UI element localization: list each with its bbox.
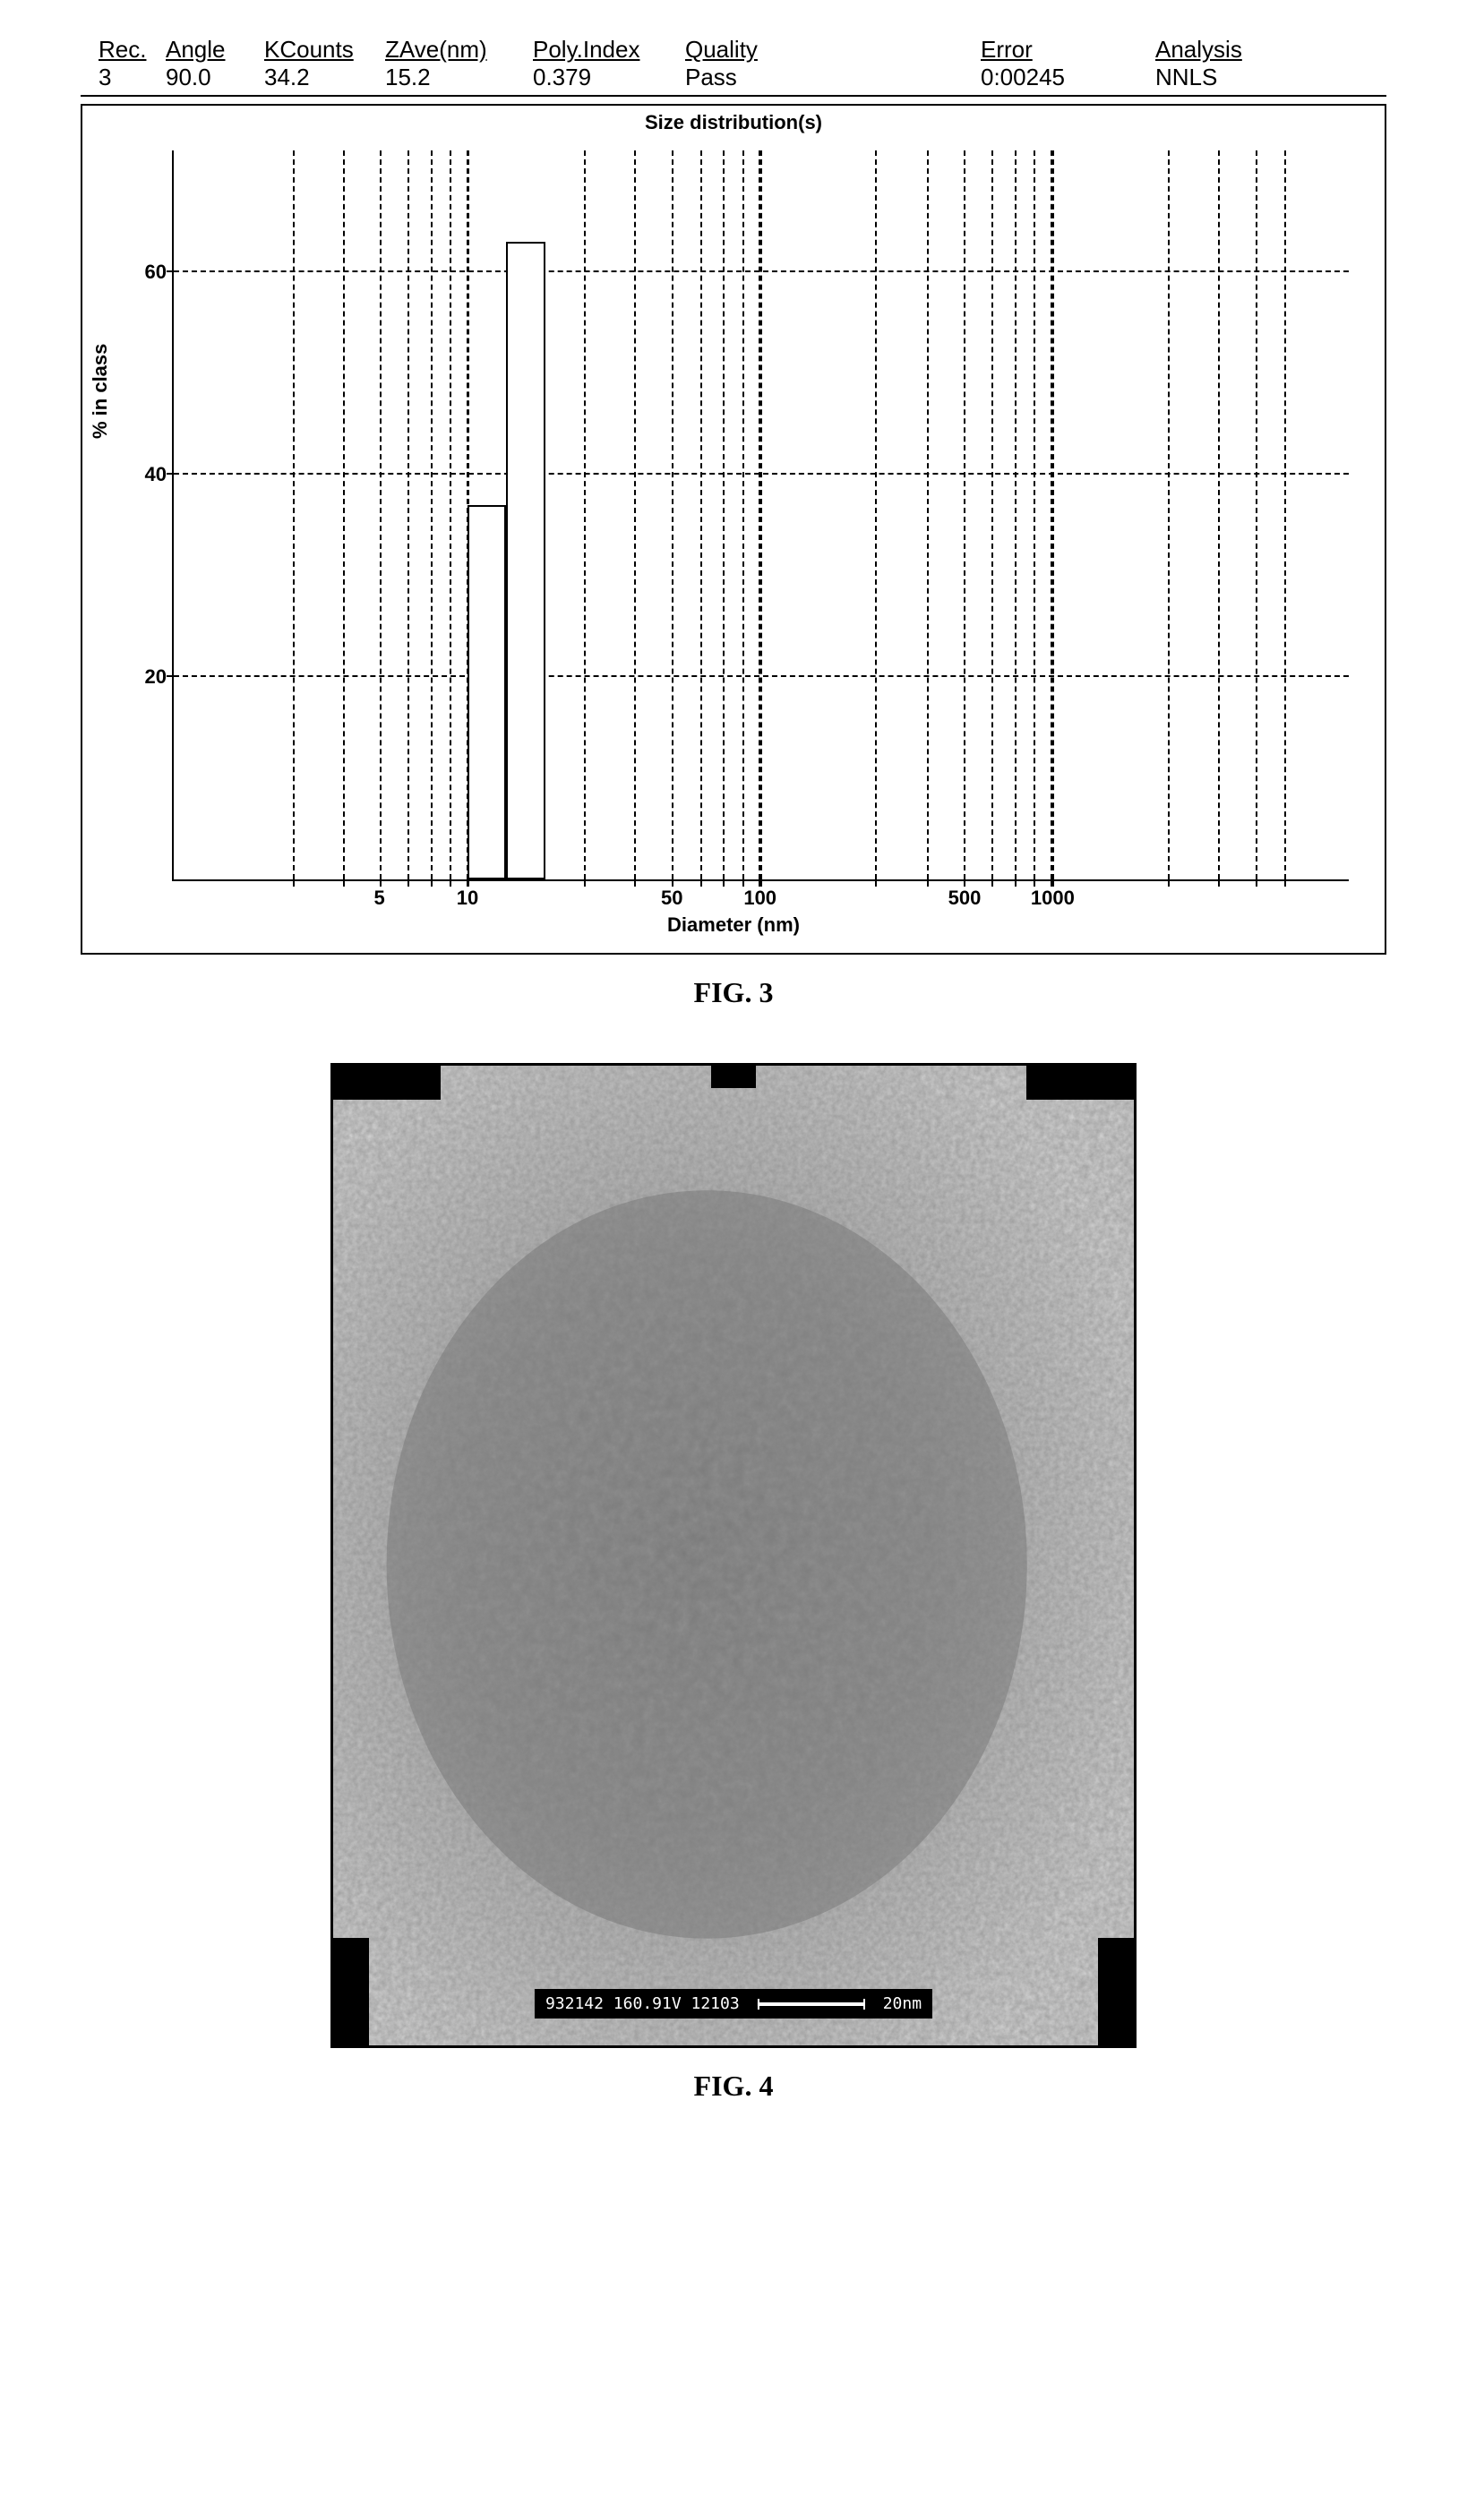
y-tick-label: 60 xyxy=(145,261,174,284)
x-tick-label: 100 xyxy=(743,879,776,910)
grid-line xyxy=(672,150,673,879)
tick-mark xyxy=(875,879,877,887)
x-tick-label: 500 xyxy=(948,879,982,910)
grid-line xyxy=(634,150,636,879)
header-value: Pass xyxy=(685,64,981,91)
header-value: 15.2 xyxy=(385,64,533,91)
header-col: QualityPass xyxy=(685,36,981,91)
tick-mark xyxy=(293,879,295,887)
bar xyxy=(468,505,506,879)
scale-bar-text: 932142 160.91V 12103 xyxy=(545,1994,740,2013)
tick-mark xyxy=(723,879,725,887)
tick-mark xyxy=(634,879,636,887)
corner-mark xyxy=(711,1066,756,1088)
header-value: 90.0 xyxy=(166,64,264,91)
header-value: 0.379 xyxy=(533,64,685,91)
grid-line xyxy=(991,150,993,879)
grid-line xyxy=(1034,150,1035,879)
grid-line xyxy=(293,150,295,879)
header-col: ZAve(nm)15.2 xyxy=(385,36,533,91)
grid-line xyxy=(431,150,433,879)
x-tick-label: 5 xyxy=(373,879,384,910)
grid-line xyxy=(723,150,725,879)
header-value: 34.2 xyxy=(264,64,385,91)
corner-mark xyxy=(1098,1938,1134,2045)
grid-line xyxy=(343,150,345,879)
header-label: Rec. xyxy=(99,36,166,64)
header-col: Rec.3 xyxy=(99,36,166,91)
tick-mark xyxy=(991,879,993,887)
chart-title: Size distribution(s) xyxy=(645,111,822,134)
grid-line xyxy=(700,150,702,879)
grid-line xyxy=(1168,150,1170,879)
header-label: Angle xyxy=(166,36,264,64)
tick-mark xyxy=(1168,879,1170,887)
header-label: Error xyxy=(981,36,1155,64)
grid-line xyxy=(964,150,965,879)
tick-mark xyxy=(700,879,702,887)
header-col: Poly.Index0.379 xyxy=(533,36,685,91)
header-col: Angle90.0 xyxy=(166,36,264,91)
corner-mark xyxy=(1026,1066,1134,1100)
tick-mark xyxy=(167,270,174,272)
x-tick-label: 1000 xyxy=(1031,879,1075,910)
header-label: KCounts xyxy=(264,36,385,64)
tick-mark xyxy=(408,879,409,887)
tick-mark xyxy=(1256,879,1257,887)
grid-line xyxy=(1052,150,1054,879)
y-axis-label: % in class xyxy=(89,344,112,439)
grid-line xyxy=(584,150,586,879)
x-axis-label: Diameter (nm) xyxy=(667,913,800,937)
header-col: Error0:00245 xyxy=(981,36,1155,91)
tick-mark xyxy=(927,879,929,887)
data-header-row: Rec.3Angle90.0KCounts34.2ZAve(nm)15.2Pol… xyxy=(81,36,1386,97)
header-label: Quality xyxy=(685,36,981,64)
grid-line xyxy=(380,150,382,879)
figure-3: Rec.3Angle90.0KCounts34.2ZAve(nm)15.2Pol… xyxy=(81,36,1386,1009)
y-tick-label: 40 xyxy=(145,463,174,486)
grid-line xyxy=(875,150,877,879)
tick-mark xyxy=(1218,879,1220,887)
grid-line xyxy=(742,150,744,879)
grid-line xyxy=(760,150,762,879)
figure-3-caption: FIG. 3 xyxy=(81,976,1386,1009)
grid-line xyxy=(1256,150,1257,879)
tick-mark xyxy=(450,879,451,887)
figure-4: 932142 160.91V 12103 20nm FIG. 4 xyxy=(81,1063,1386,2103)
scale-line xyxy=(758,2002,865,2006)
header-label: Analysis xyxy=(1155,36,1272,64)
y-tick-label: 20 xyxy=(145,665,174,689)
grid-line xyxy=(927,150,929,879)
corner-mark xyxy=(333,1938,369,2045)
plot-area: 204060510501005001000 xyxy=(172,150,1349,881)
tick-mark xyxy=(1284,879,1286,887)
header-label: ZAve(nm) xyxy=(385,36,533,64)
header-col: AnalysisNNLS xyxy=(1155,36,1272,91)
tick-mark xyxy=(343,879,345,887)
figure-4-caption: FIG. 4 xyxy=(694,2070,774,2103)
x-tick-label: 10 xyxy=(457,879,478,910)
scale-bar-label: 20nm xyxy=(883,1994,922,2013)
header-value: 3 xyxy=(99,64,166,91)
grid-line xyxy=(1015,150,1017,879)
x-tick-label: 50 xyxy=(661,879,682,910)
header-label: Poly.Index xyxy=(533,36,685,64)
header-value: 0:00245 xyxy=(981,64,1155,91)
grid-line xyxy=(1284,150,1286,879)
tick-mark xyxy=(1015,879,1017,887)
grid-line xyxy=(450,150,451,879)
header-col: KCounts34.2 xyxy=(264,36,385,91)
grid-line xyxy=(1218,150,1220,879)
grid-line xyxy=(408,150,409,879)
bar xyxy=(506,242,545,879)
header-value: NNLS xyxy=(1155,64,1272,91)
chart-area: Size distribution(s) % in class Diameter… xyxy=(81,104,1386,955)
micrograph-image: 932142 160.91V 12103 20nm xyxy=(330,1063,1137,2048)
tick-mark xyxy=(431,879,433,887)
corner-mark xyxy=(333,1066,441,1100)
tick-mark xyxy=(167,473,174,475)
tick-mark xyxy=(584,879,586,887)
tick-mark xyxy=(167,675,174,677)
scale-bar: 932142 160.91V 12103 20nm xyxy=(535,1989,932,2019)
